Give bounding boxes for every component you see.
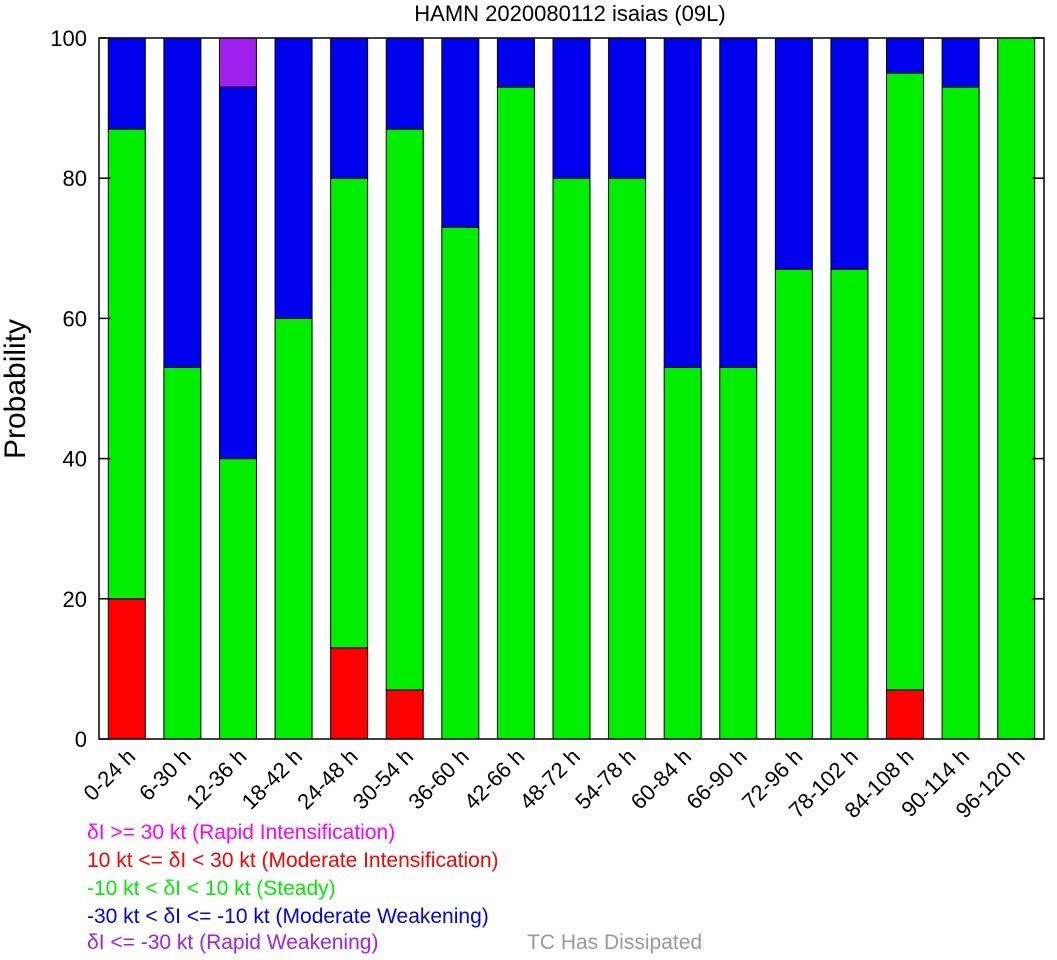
x-tick-label-6: 36-60 h <box>403 744 473 814</box>
bar-moderate-weakening-7 <box>496 37 535 88</box>
y-tick-label-4: 80 <box>63 166 87 191</box>
bar-moderate-weakening-10 <box>663 37 702 368</box>
bars-layer <box>107 37 1036 740</box>
x-tick-label-2: 12-36 h <box>181 744 251 814</box>
legend-moderate-weakening: -30 kt < δI <= -10 kt (Moderate Weakenin… <box>87 905 489 928</box>
legend-rapid-weakening: δI <= -30 kt (Rapid Weakening) <box>87 931 379 954</box>
bar-steady-10 <box>663 366 702 740</box>
bar-steady-11 <box>719 366 758 740</box>
bar-steady-4 <box>330 177 369 649</box>
x-axis-ticks: 0-24 h6-30 h12-36 h18-42 h24-48 h30-54 h… <box>79 744 1030 823</box>
bar-steady-0 <box>107 128 146 600</box>
bar-moderate-weakening-12 <box>774 37 813 270</box>
bar-rapid-weakening-2 <box>218 37 257 88</box>
bar-steady-3 <box>274 317 313 740</box>
bar-steady-9 <box>608 177 647 740</box>
bar-steady-8 <box>552 177 591 740</box>
bar-moderate-weakening-0 <box>107 37 146 130</box>
bar-moderate-weakening-9 <box>608 37 647 179</box>
bar-moderate-weakening-14 <box>886 37 925 74</box>
bar-moderate-weakening-3 <box>274 37 313 319</box>
bar-moderate-weakening-5 <box>385 37 424 130</box>
bar-steady-5 <box>385 128 424 691</box>
bar-moderate-weakening-6 <box>441 37 480 228</box>
legend-rapid-intensification: δI >= 30 kt (Rapid Intensification) <box>87 821 396 844</box>
bar-moderate-intensification-14 <box>886 689 925 740</box>
bar-moderate-weakening-8 <box>552 37 591 179</box>
bar-steady-1 <box>163 366 202 740</box>
bar-steady-15 <box>941 86 980 740</box>
bar-moderate-weakening-2 <box>218 86 257 460</box>
x-tick-label-5: 30-54 h <box>348 744 418 814</box>
legend-steady: -10 kt < δI < 10 kt (Steady) <box>87 877 336 900</box>
y-tick-label-2: 40 <box>63 447 87 472</box>
bar-steady-16 <box>997 37 1036 740</box>
x-tick-label-4: 24-48 h <box>292 744 362 814</box>
x-tick-label-11: 66-90 h <box>681 744 751 814</box>
x-tick-label-0: 0-24 h <box>79 744 141 806</box>
bar-steady-14 <box>886 72 925 691</box>
bar-moderate-weakening-1 <box>163 37 202 368</box>
x-tick-label-8: 48-72 h <box>515 744 585 814</box>
bar-moderate-intensification-0 <box>107 598 146 740</box>
y-axis-label: Probability <box>0 319 32 459</box>
y-tick-label-5: 100 <box>50 26 87 51</box>
bar-moderate-weakening-13 <box>830 37 869 270</box>
bar-steady-7 <box>496 86 535 740</box>
bar-steady-12 <box>774 268 813 740</box>
y-axis-ticks: 0 20 40 60 80 100 <box>50 26 1044 752</box>
bar-steady-6 <box>441 226 480 740</box>
chart-title: HAMN 2020080112 isaias (09L) <box>414 1 725 26</box>
bar-steady-2 <box>218 458 257 740</box>
legend-dissipated: TC Has Dissipated <box>527 931 703 954</box>
y-tick-label-0: 0 <box>75 727 87 752</box>
bar-moderate-intensification-5 <box>385 689 424 740</box>
x-tick-label-9: 54-78 h <box>570 744 640 814</box>
legend-moderate-intensification: 10 kt <= δI < 30 kt (Moderate Intensific… <box>87 849 499 872</box>
x-tick-label-7: 42-66 h <box>459 744 529 814</box>
x-tick-label-3: 18-42 h <box>237 744 307 814</box>
y-tick-label-3: 60 <box>63 306 87 331</box>
bar-steady-13 <box>830 268 869 740</box>
x-tick-label-10: 60-84 h <box>626 744 696 814</box>
bar-moderate-weakening-15 <box>941 37 980 88</box>
bar-moderate-intensification-4 <box>330 647 369 740</box>
bar-moderate-weakening-4 <box>330 37 369 179</box>
bar-moderate-weakening-11 <box>719 37 758 368</box>
y-tick-label-1: 20 <box>63 587 87 612</box>
plot-frame <box>98 37 1045 740</box>
